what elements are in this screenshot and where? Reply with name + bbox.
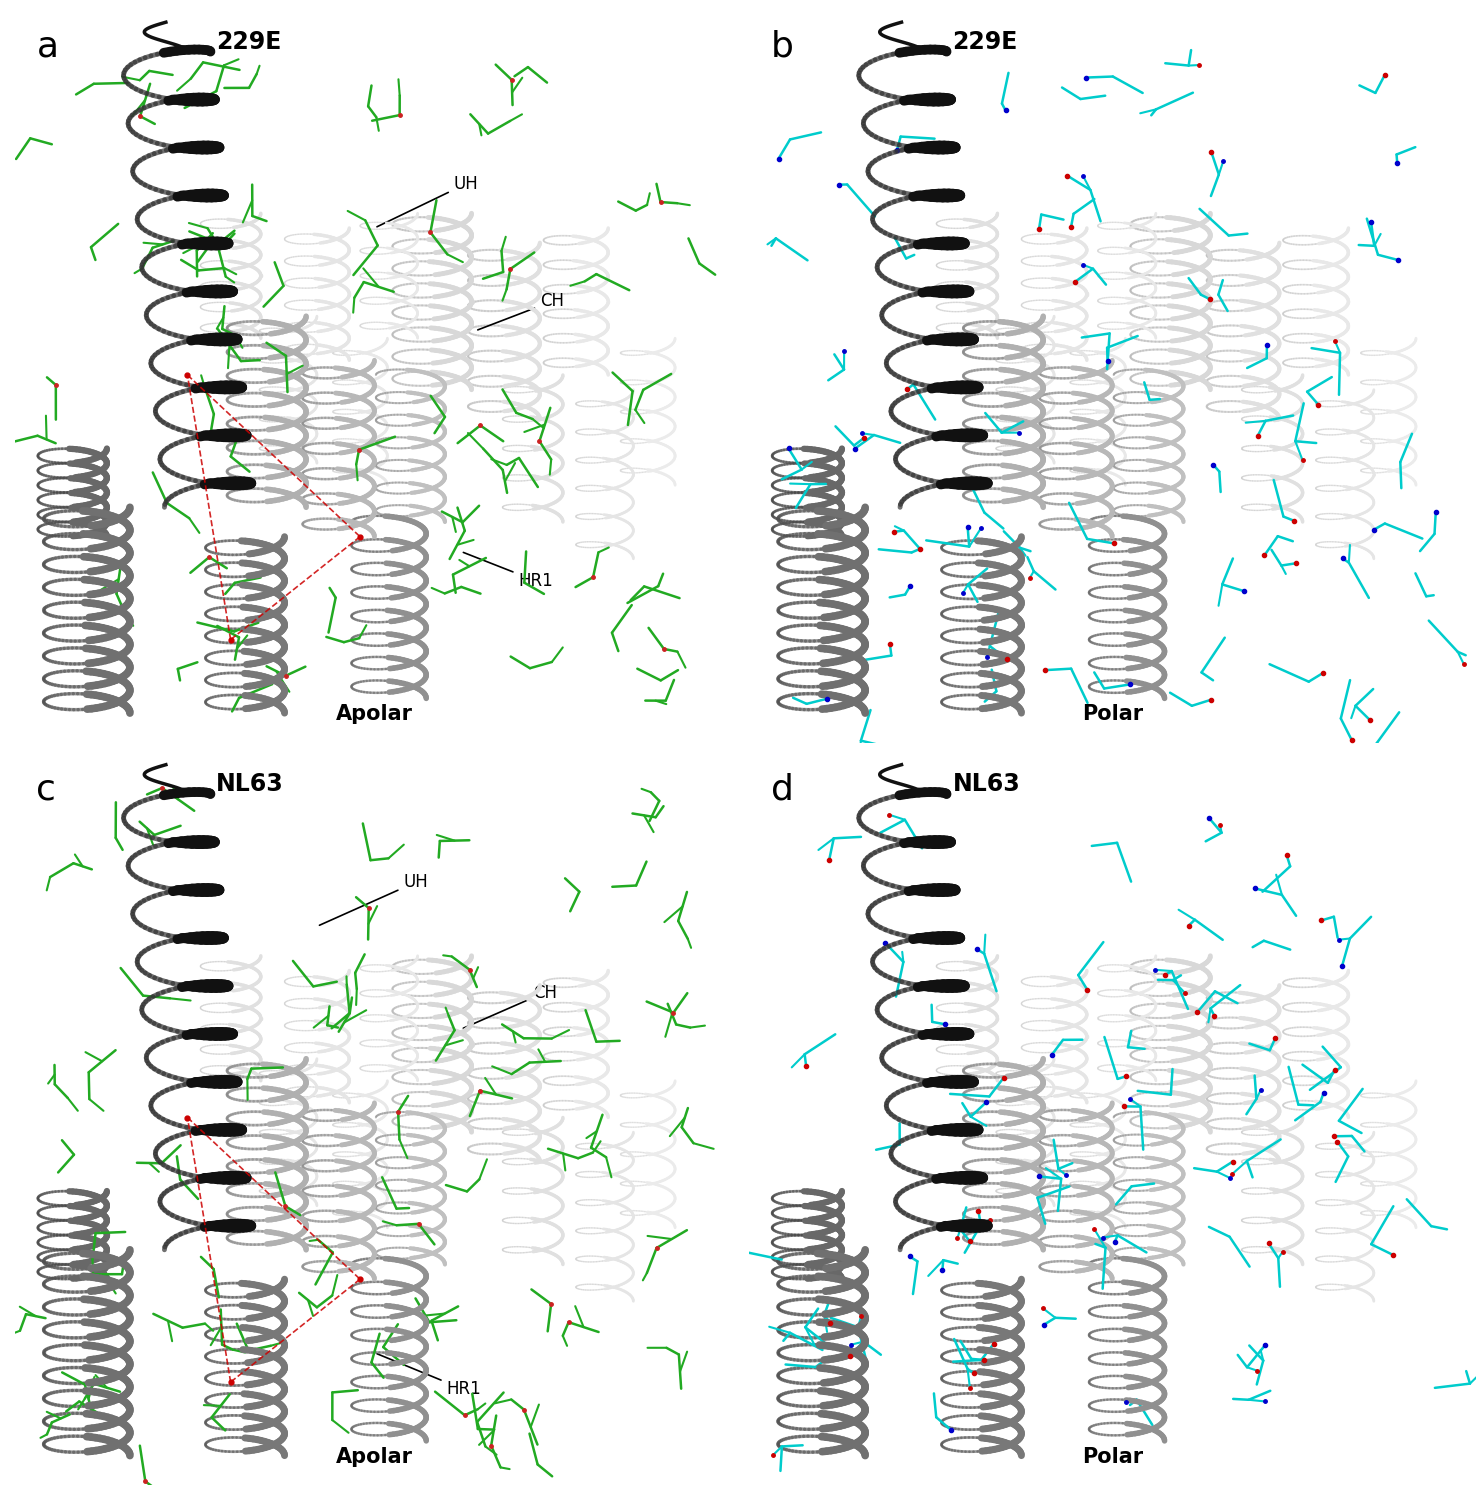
Text: HR1: HR1 bbox=[463, 552, 553, 590]
Text: Apolar: Apolar bbox=[337, 704, 412, 724]
Text: d: d bbox=[771, 772, 793, 806]
Text: UH: UH bbox=[377, 176, 479, 226]
Text: CH: CH bbox=[463, 984, 556, 1028]
Text: a: a bbox=[37, 30, 58, 63]
Text: Polar: Polar bbox=[1081, 704, 1143, 724]
Text: NL63: NL63 bbox=[952, 772, 1020, 796]
Text: UH: UH bbox=[319, 873, 429, 925]
Text: 229E: 229E bbox=[217, 30, 282, 54]
Text: b: b bbox=[771, 30, 793, 63]
Text: 229E: 229E bbox=[952, 30, 1017, 54]
Text: Apolar: Apolar bbox=[337, 1446, 412, 1467]
Text: Polar: Polar bbox=[1081, 1446, 1143, 1467]
Text: CH: CH bbox=[478, 292, 564, 330]
Text: c: c bbox=[37, 772, 56, 806]
Text: NL63: NL63 bbox=[217, 772, 283, 796]
Text: HR1: HR1 bbox=[377, 1354, 480, 1398]
